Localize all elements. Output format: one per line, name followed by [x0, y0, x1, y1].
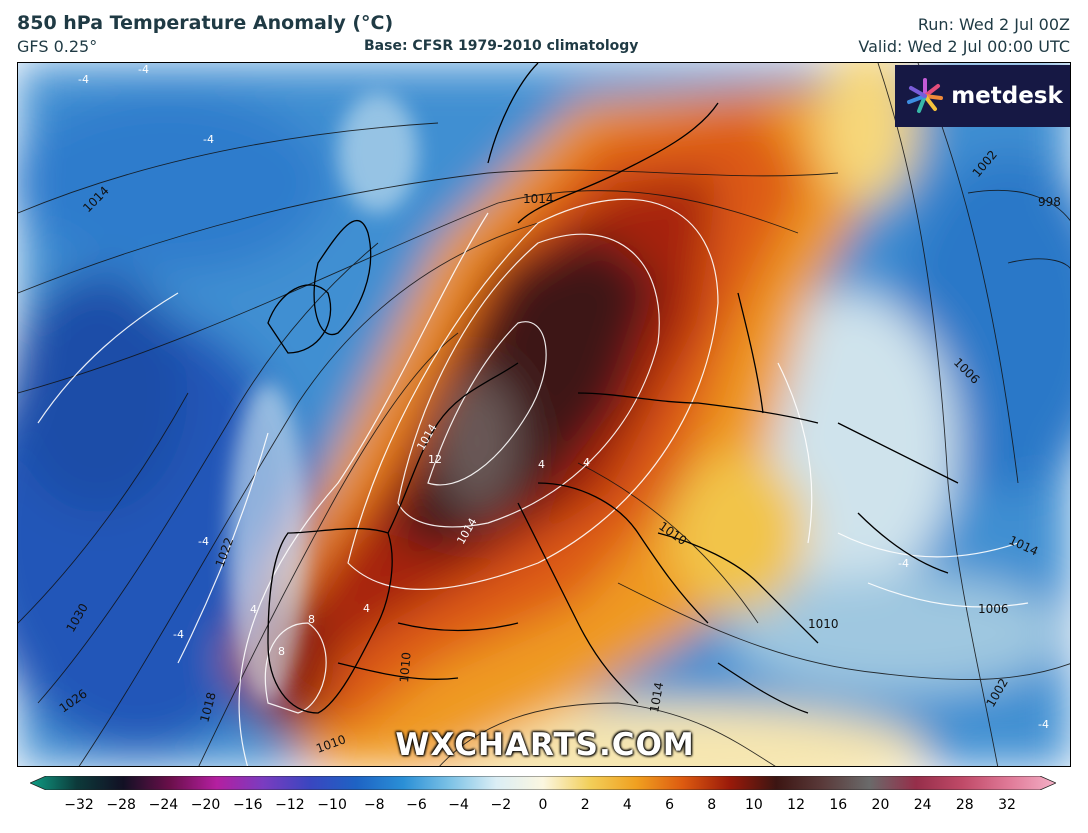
- colorbar-tick-label: −10: [317, 797, 347, 813]
- starburst-icon: [907, 78, 944, 113]
- colorbar-tick-label: 0: [538, 797, 548, 813]
- svg-text:4: 4: [363, 602, 370, 615]
- colorbar-tick-label: 28: [955, 797, 974, 813]
- model-label: GFS 0.25°: [17, 37, 98, 56]
- colorbar-tick-label: 10: [744, 797, 763, 813]
- svg-text:1010: 1010: [397, 652, 414, 684]
- colorbar-tick-label: 16: [829, 797, 848, 813]
- colorbar-tick-label: 6: [665, 797, 674, 813]
- svg-text:1014: 1014: [523, 192, 554, 206]
- colorbar-tick-label: 2: [580, 797, 590, 813]
- colorbar-tick-label: −2: [490, 797, 512, 813]
- colorbar-tick-label: −20: [190, 797, 221, 813]
- svg-text:4: 4: [583, 456, 590, 469]
- map-field: 1014 1022 1030 1026 1018 1010 1010 1002 …: [18, 63, 1070, 766]
- svg-text:4: 4: [250, 603, 257, 616]
- colorbar-tick-label: −24: [148, 797, 179, 813]
- svg-text:-4: -4: [173, 628, 184, 641]
- svg-text:1006: 1006: [978, 602, 1009, 616]
- logo-text: metdesk: [951, 83, 1063, 109]
- svg-text:-4: -4: [898, 557, 909, 570]
- svg-text:8: 8: [278, 645, 285, 658]
- colorbar-tick-label: −16: [232, 797, 263, 813]
- colorbar-tick-label: −8: [363, 797, 385, 813]
- colorbar: [30, 776, 1056, 790]
- colorbar-tick-label: −32: [64, 797, 94, 813]
- colorbar-tick-label: 8: [707, 797, 717, 813]
- colorbar-tick-label: −12: [275, 797, 305, 813]
- svg-text:4: 4: [538, 458, 545, 471]
- svg-text:12: 12: [428, 453, 442, 466]
- svg-text:-4: -4: [78, 73, 89, 86]
- run-time-label: Run: Wed 2 Jul 00Z: [917, 15, 1070, 34]
- colorbar-tick-label: 24: [913, 797, 932, 813]
- svg-text:-4: -4: [198, 535, 209, 548]
- valid-time-label: Valid: Wed 2 Jul 00:00 UTC: [858, 37, 1070, 56]
- svg-text:-4: -4: [203, 133, 214, 146]
- watermark: WXCHARTS.COM: [395, 727, 695, 763]
- colorbar-tick-label: −6: [406, 797, 427, 813]
- metdesk-logo[interactable]: metdesk: [895, 65, 1070, 127]
- colorbar-tick-label: 4: [622, 797, 632, 813]
- svg-text:1010: 1010: [808, 617, 839, 631]
- svg-text:8: 8: [308, 613, 315, 626]
- colorbar-tick-label: 20: [871, 797, 890, 813]
- chart-title: 850 hPa Temperature Anomaly (°C): [17, 12, 394, 34]
- colorbar-tick-label: −4: [448, 797, 469, 813]
- svg-text:998: 998: [1038, 195, 1061, 209]
- climatology-base-label: Base: CFSR 1979-2010 climatology: [364, 38, 639, 54]
- svg-text:-4: -4: [138, 63, 149, 76]
- svg-text:-4: -4: [1038, 718, 1049, 731]
- colorbar-tick-label: 12: [787, 797, 805, 813]
- colorbar-tick-label: −28: [106, 797, 136, 813]
- anomaly-map[interactable]: 1014 1022 1030 1026 1018 1010 1010 1002 …: [17, 62, 1071, 767]
- colorbar-tick-label: 32: [998, 797, 1016, 813]
- svg-text:1014: 1014: [647, 681, 666, 714]
